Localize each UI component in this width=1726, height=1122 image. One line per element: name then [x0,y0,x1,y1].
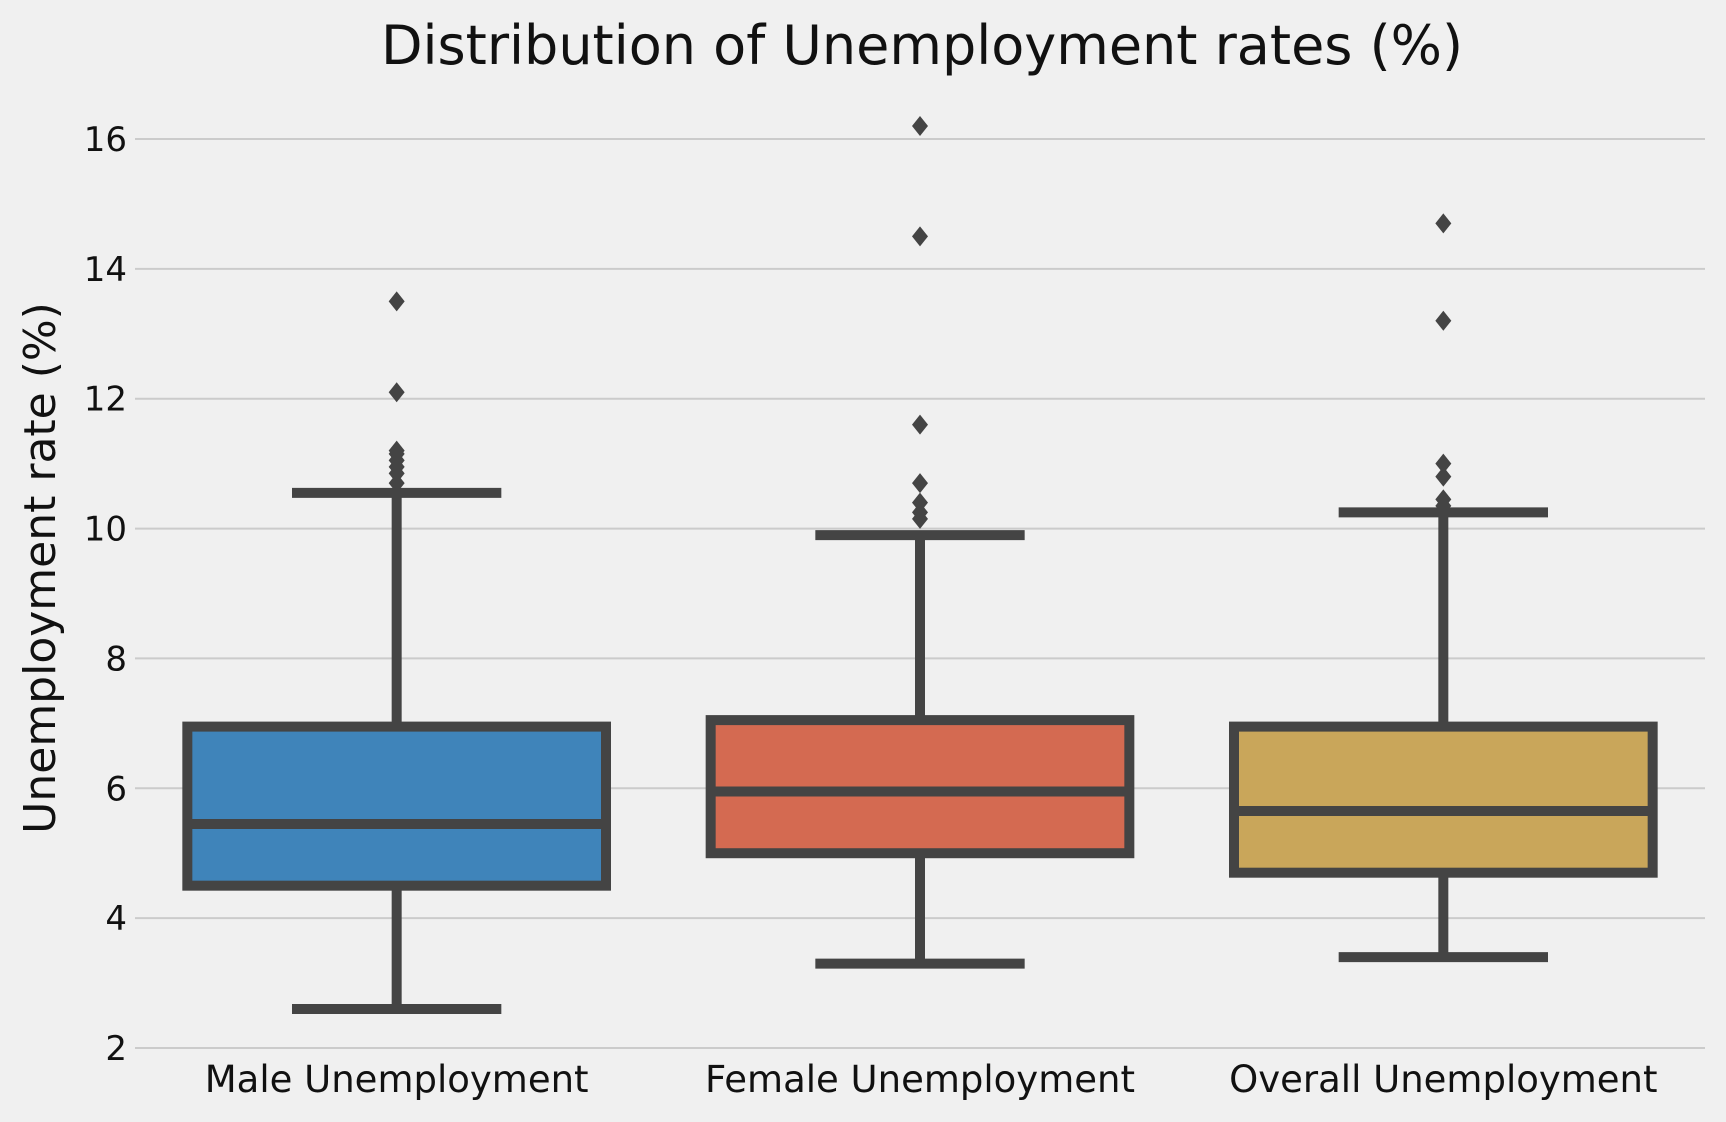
y-axis-label: Unemployment rate (%) [15,302,66,834]
outlier-point-7 [912,116,928,137]
box-iqr [1229,721,1658,878]
box-iqr [182,721,611,891]
y-tick-label-4: 4 [105,899,127,939]
outlier-point-6 [912,226,928,247]
outlier-point-8 [388,291,405,312]
y-axis-ticks: 2 4 6 8 10 12 14 16 [84,120,127,1069]
outlier-point-6 [388,440,405,461]
y-tick-label-10: 10 [84,510,127,550]
x-tick-label-2: Female Unemployment [705,1058,1135,1101]
y-tick-label-8: 8 [105,639,127,679]
outlier-point-4 [1435,453,1452,474]
boxes [182,116,1658,1015]
chart-title: Distribution of Unemployment rates (%) [381,14,1463,77]
box-group-3 [1229,213,1658,963]
outlier-point-5 [1435,310,1452,331]
y-tick-label-16: 16 [84,120,127,160]
x-tick-label-3: Overall Unemployment [1229,1058,1657,1101]
outlier-point-4 [912,473,928,494]
outlier-point-6 [1435,213,1452,234]
outlier-point-3 [912,492,928,513]
outlier-point-7 [388,382,405,403]
y-tick-label-6: 6 [105,769,127,809]
y-tick-label-14: 14 [84,250,127,290]
box-group-2 [705,116,1135,969]
y-tick-label-12: 12 [84,380,127,420]
x-tick-label-1: Male Unemployment [205,1058,589,1101]
x-axis-ticks: Male Unemployment Female Unemployment Over… [205,1058,1658,1101]
outlier-point-2 [1435,489,1452,510]
outlier-point-5 [912,414,928,435]
outlier-point-3 [1435,466,1452,487]
box-group-1 [182,291,611,1015]
y-tick-label-2: 2 [105,1029,127,1069]
